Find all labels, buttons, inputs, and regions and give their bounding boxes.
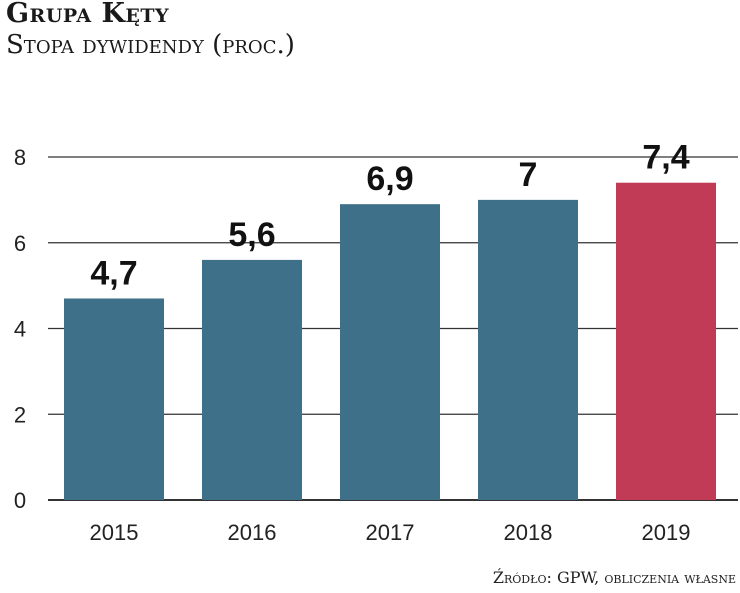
bar-2015 <box>64 298 164 500</box>
source-note: Źródło: GPW, obliczenia własne <box>492 568 736 587</box>
bar-2019 <box>616 182 716 500</box>
y-tick-label: 2 <box>14 402 26 427</box>
x-tick-label: 2016 <box>228 520 277 545</box>
chart-subtitle: Stopa dywidendy (proc.) <box>6 30 295 60</box>
y-tick-label: 4 <box>14 317 26 342</box>
bar-2016 <box>202 259 302 500</box>
x-tick-label: 2015 <box>90 520 139 545</box>
y-tick-label: 0 <box>14 488 26 513</box>
y-tick-label: 6 <box>14 231 26 256</box>
x-tick-label: 2017 <box>366 520 415 545</box>
x-tick-label: 2018 <box>504 520 553 545</box>
x-tick-label: 2019 <box>642 520 691 545</box>
bar-2018 <box>478 199 578 500</box>
value-label: 7 <box>519 156 538 194</box>
value-label: 4,7 <box>90 254 137 292</box>
chart-title: Grupa Kęty <box>6 0 170 29</box>
value-label: 6,9 <box>366 160 413 198</box>
bar-2017 <box>340 204 440 500</box>
value-label: 5,6 <box>228 216 275 254</box>
value-label: 7,4 <box>642 139 689 177</box>
y-tick-label: 8 <box>14 145 26 170</box>
